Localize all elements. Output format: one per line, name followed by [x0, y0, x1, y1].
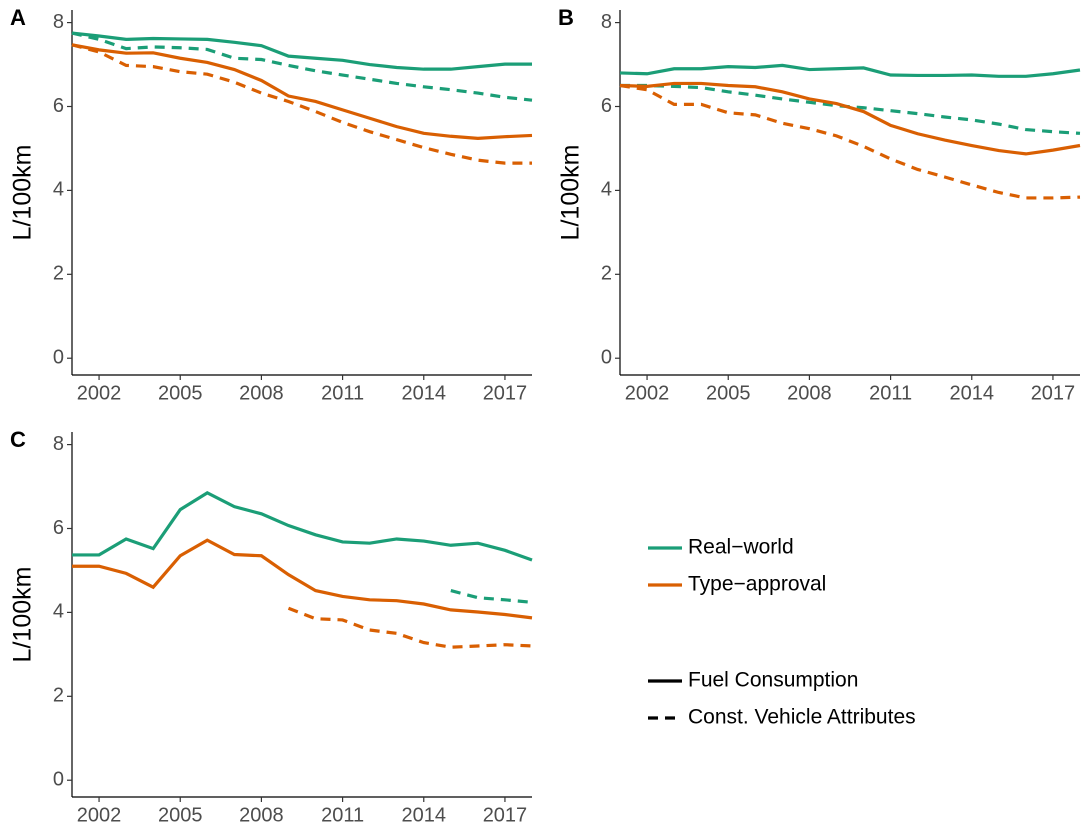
x-tick-label: 2008: [239, 382, 284, 404]
series-line: [71, 31, 532, 71]
x-tick-label: 2005: [158, 804, 203, 826]
y-tick-label: 4: [601, 179, 612, 201]
y-tick-label: 2: [53, 263, 64, 285]
legend-label: Const. Vehicle Attributes: [688, 706, 916, 729]
panel-label: C: [10, 427, 26, 452]
x-tick-label: 2002: [77, 382, 122, 404]
legend-label: Real−world: [688, 536, 794, 559]
y-tick-label: 4: [53, 179, 64, 201]
y-axis-label: L/100km: [557, 145, 585, 241]
legend-label: Type−approval: [688, 573, 826, 596]
y-tick-label: 0: [53, 346, 64, 368]
y-tick-label: 8: [601, 11, 612, 33]
x-tick-label: 2002: [77, 804, 122, 826]
x-tick-label: 2002: [625, 382, 670, 404]
series-line: [620, 83, 1081, 135]
x-tick-label: 2014: [950, 382, 995, 404]
series-line: [72, 538, 533, 620]
y-tick-label: 0: [601, 346, 612, 368]
x-tick-label: 2011: [321, 804, 364, 826]
x-tick-label: 2011: [869, 382, 912, 404]
legend-label: Fuel Consumption: [688, 669, 858, 692]
y-tick-label: 8: [53, 433, 64, 455]
x-tick-label: 2005: [706, 382, 751, 404]
series-line: [619, 63, 1081, 78]
y-tick-label: 6: [53, 517, 64, 539]
y-tick-label: 4: [53, 601, 64, 623]
series-line: [71, 43, 532, 165]
series-line: [287, 606, 533, 649]
y-tick-label: 2: [601, 263, 612, 285]
x-tick-label: 2005: [158, 382, 203, 404]
x-tick-label: 2008: [787, 382, 832, 404]
y-tick-label: 0: [53, 768, 64, 790]
x-tick-label: 2011: [321, 382, 364, 404]
x-tick-label: 2017: [483, 382, 528, 404]
y-axis-label: L/100km: [9, 145, 37, 241]
series-line: [71, 43, 533, 140]
x-tick-label: 2014: [402, 382, 447, 404]
panel-label: A: [10, 5, 26, 30]
series-line: [72, 490, 533, 562]
series-line: [619, 83, 1081, 200]
series-line: [619, 81, 1081, 156]
y-tick-label: 6: [53, 95, 64, 117]
y-tick-label: 8: [53, 11, 64, 33]
y-tick-label: 2: [53, 685, 64, 707]
x-tick-label: 2017: [483, 804, 528, 826]
series-line: [450, 589, 533, 604]
x-tick-label: 2008: [239, 804, 284, 826]
y-tick-label: 6: [601, 95, 612, 117]
x-tick-label: 2014: [402, 804, 447, 826]
y-axis-label: L/100km: [9, 567, 37, 663]
x-tick-label: 2017: [1031, 382, 1076, 404]
panel-label: B: [558, 5, 574, 30]
